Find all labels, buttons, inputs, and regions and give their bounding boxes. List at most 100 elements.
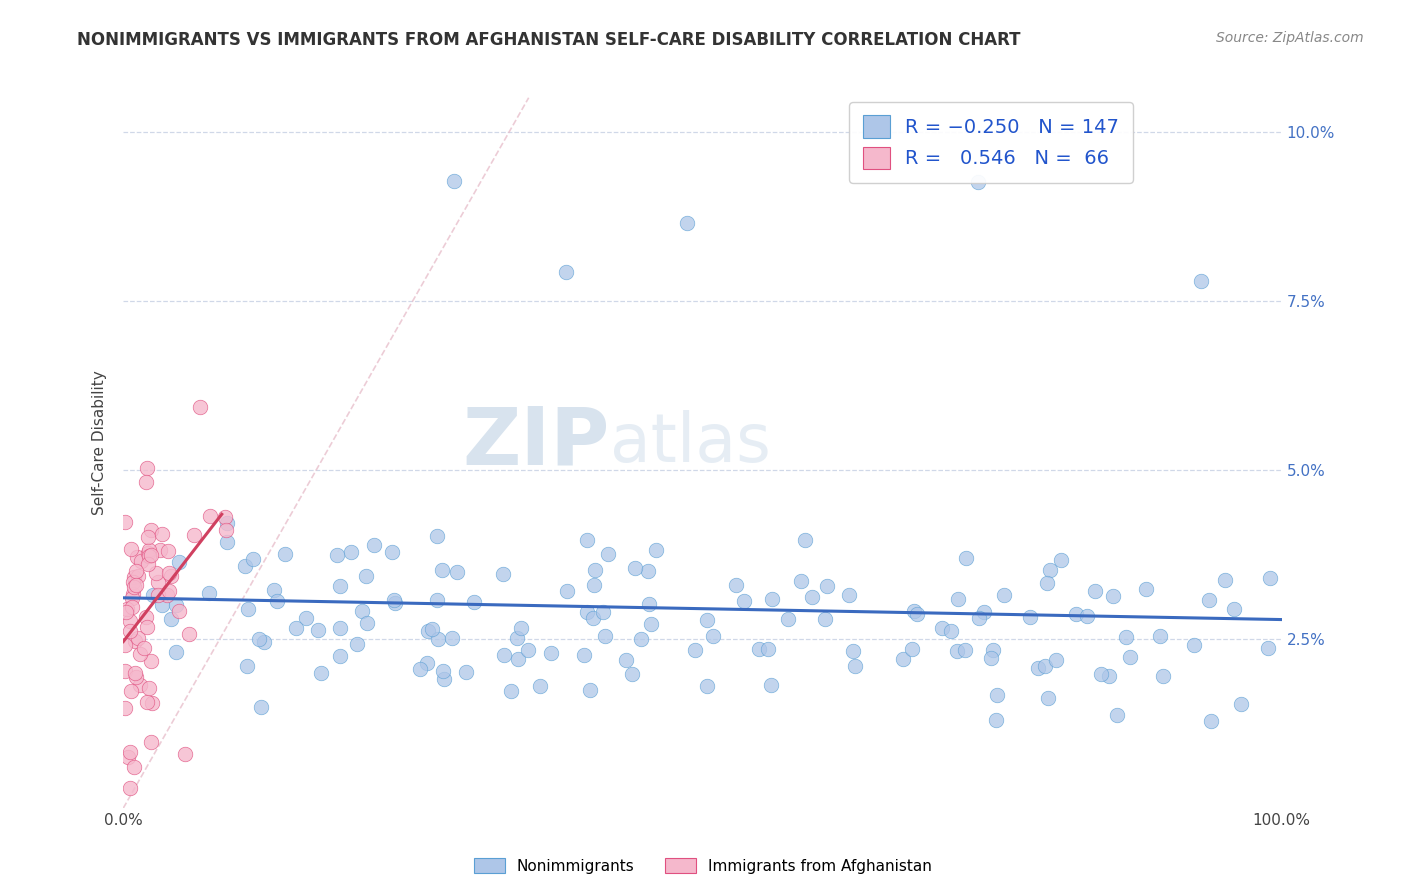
Point <box>624 561 647 575</box>
Point <box>733 594 755 608</box>
Point <box>1119 649 1142 664</box>
Point <box>583 563 606 577</box>
Point <box>135 475 157 490</box>
Point <box>139 734 162 748</box>
Point <box>1115 630 1137 644</box>
Point <box>115 605 138 619</box>
Point <box>117 750 139 764</box>
Point <box>1149 629 1171 643</box>
Point <box>120 541 142 556</box>
Point <box>127 631 149 645</box>
Point <box>582 610 605 624</box>
Point <box>177 627 200 641</box>
Point <box>215 516 238 530</box>
Point <box>120 745 142 759</box>
Point <box>1026 661 1049 675</box>
Point <box>637 564 659 578</box>
Point <box>941 624 963 639</box>
Point <box>508 652 530 666</box>
Point <box>441 631 464 645</box>
Point <box>506 631 529 645</box>
Point <box>427 632 450 647</box>
Point <box>121 591 143 605</box>
Point <box>118 780 141 795</box>
Point <box>696 680 718 694</box>
Point <box>363 538 385 552</box>
Point <box>169 604 191 618</box>
Point <box>148 588 170 602</box>
Point <box>1199 714 1222 728</box>
Point <box>426 593 449 607</box>
Point <box>233 558 256 573</box>
Point <box>139 523 162 537</box>
Point <box>725 578 748 592</box>
Point <box>1036 576 1059 591</box>
Point <box>790 574 813 589</box>
Point <box>761 678 783 692</box>
Point <box>118 624 141 639</box>
Point <box>263 583 285 598</box>
Point <box>433 673 456 687</box>
Point <box>969 611 991 625</box>
Point <box>1260 571 1282 585</box>
Point <box>167 555 190 569</box>
Point <box>644 542 666 557</box>
Point <box>891 651 914 665</box>
Point <box>416 624 439 639</box>
Point <box>675 216 697 230</box>
Point <box>592 605 614 619</box>
Point <box>1105 707 1128 722</box>
Point <box>756 641 779 656</box>
Point <box>325 548 347 562</box>
Point <box>183 527 205 541</box>
Point <box>685 643 707 657</box>
Point <box>955 551 977 566</box>
Point <box>761 592 783 607</box>
Point <box>1064 607 1087 621</box>
Point <box>139 654 162 668</box>
Point <box>125 578 148 592</box>
Point <box>980 651 1002 665</box>
Point <box>329 621 352 635</box>
Point <box>117 602 139 616</box>
Point <box>993 588 1015 602</box>
Point <box>384 595 406 609</box>
Point <box>463 595 485 609</box>
Point <box>953 643 976 657</box>
Point <box>236 601 259 615</box>
Point <box>136 557 159 571</box>
Point <box>409 662 432 676</box>
Point <box>614 653 637 667</box>
Point <box>702 629 724 643</box>
Point <box>446 566 468 580</box>
Point <box>274 547 297 561</box>
Point <box>813 612 835 626</box>
Point <box>138 549 160 564</box>
Point <box>443 173 465 187</box>
Point <box>903 604 925 618</box>
Point <box>1101 589 1123 603</box>
Text: Source: ZipAtlas.com: Source: ZipAtlas.com <box>1216 31 1364 45</box>
Point <box>285 621 308 635</box>
Point <box>150 527 173 541</box>
Point <box>136 546 159 560</box>
Point <box>1076 608 1098 623</box>
Point <box>529 679 551 693</box>
Point <box>555 584 578 599</box>
Point <box>1135 582 1157 596</box>
Text: NONIMMIGRANTS VS IMMIGRANTS FROM AFGHANISTAN SELF-CARE DISABILITY CORRELATION CH: NONIMMIGRANTS VS IMMIGRANTS FROM AFGHANI… <box>77 31 1021 49</box>
Point <box>575 533 598 547</box>
Point <box>1018 609 1040 624</box>
Point <box>128 647 150 661</box>
Point <box>492 648 515 663</box>
Point <box>984 713 1007 727</box>
Point <box>572 648 595 662</box>
Point <box>946 592 969 607</box>
Point <box>630 632 652 647</box>
Point <box>576 605 599 619</box>
Point <box>136 530 159 544</box>
Point <box>638 597 661 611</box>
Point <box>215 535 238 549</box>
Point <box>945 644 967 658</box>
Point <box>1090 666 1112 681</box>
